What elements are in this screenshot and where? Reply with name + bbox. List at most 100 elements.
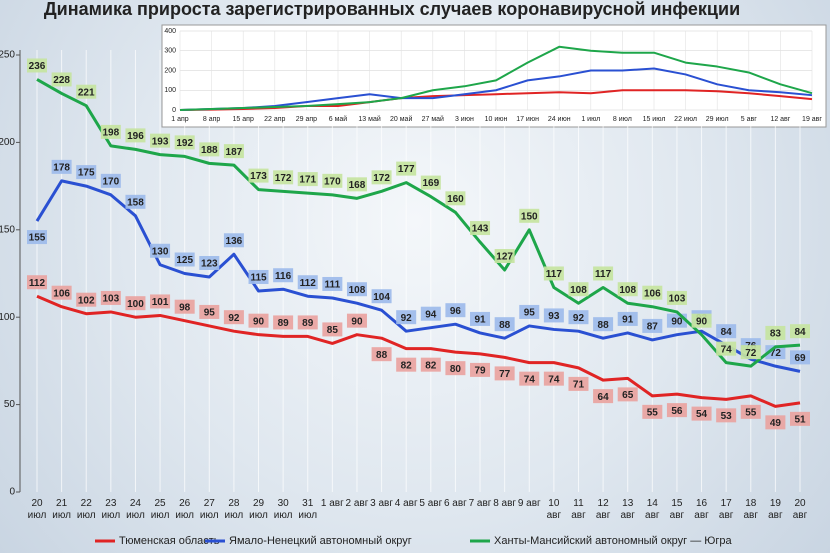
data-label-box [470,221,491,236]
x-tick-label: 1 июл [581,116,600,123]
data-label: 169 [422,178,439,189]
data-label: 85 [327,325,339,336]
x-tick-label: 15 авг [669,498,685,521]
y-tick-label: 100 [164,87,176,94]
x-tick-label: 29 июл [249,498,268,521]
data-label-box [543,266,564,281]
y-tick-label: 200 [164,67,176,74]
x-tick-label: 24 июн [548,116,571,123]
data-label: 101 [152,297,169,308]
x-tick-label: 10 июн [485,116,508,123]
data-label: 143 [472,224,489,235]
data-label-box [593,389,614,404]
data-label-box [519,208,540,223]
data-label-box [420,357,441,372]
legend-label: Тюменская область [119,535,220,547]
data-label: 95 [204,308,216,319]
x-tick-label: 17 авг [718,498,734,521]
y-tick-label: 0 [172,107,176,114]
data-label-box [346,177,367,192]
data-label: 71 [573,380,585,391]
data-label-box [765,325,786,340]
data-label-box [51,72,72,87]
data-label-box [174,299,195,314]
x-tick-label: 1 апр [171,116,189,123]
data-label: 117 [546,269,563,280]
data-label: 177 [398,164,415,175]
data-label-box [150,133,171,148]
x-tick-label: 29 апр [296,116,317,123]
data-label: 82 [401,360,413,371]
data-label-box [691,406,712,421]
data-label-box [470,362,491,377]
data-label: 155 [29,233,46,244]
data-label-box [494,249,515,264]
data-label-box [716,341,737,356]
data-label: 198 [102,128,119,139]
data-label-box [371,289,392,304]
data-label: 65 [622,390,634,401]
x-tick-label: 8 авг [493,498,517,509]
data-label: 136 [226,236,243,247]
data-label-box [27,58,47,73]
data-label: 77 [499,369,511,380]
data-label-box [76,84,97,99]
data-label-box [642,318,663,333]
y-tick-label: 100 [0,312,15,323]
data-label: 127 [496,252,513,263]
x-tick-label: 7 авг [468,498,492,509]
data-label-box [100,124,121,139]
x-tick-label: 25 июл [150,498,170,521]
x-tick-label: 16 авг [694,498,709,521]
data-label-box [100,173,121,188]
data-label: 55 [647,408,659,419]
x-tick-label: 13 авг [620,498,635,521]
x-tick-label: 1 авг [320,498,344,509]
data-label-box [543,371,564,386]
data-label: 108 [619,285,636,296]
data-label: 150 [521,211,538,222]
x-tick-label: 28 июл [224,498,244,521]
data-label: 168 [349,180,366,191]
x-tick-label: 15 апр [233,116,254,123]
x-tick-label: 30 июл [273,498,293,521]
data-label: 80 [450,364,462,375]
data-label-box [568,376,589,391]
x-tick-label: 27 июл [199,498,219,521]
data-label-box [150,243,171,258]
data-label-box [420,175,441,190]
data-label: 89 [278,318,290,329]
data-label: 112 [29,278,46,289]
data-label-box [174,135,195,150]
data-label: 83 [770,329,782,340]
data-label: 91 [622,315,634,326]
x-tick-label: 27 май [422,115,444,123]
x-tick-label: 20 июл [27,498,47,521]
data-label: 221 [78,87,95,98]
x-tick-label: 20 май [390,115,412,123]
data-label-box [322,173,343,188]
x-tick-label: 22 июл [674,116,697,123]
data-label-box [790,411,810,426]
data-label-box [666,290,687,305]
data-label-box [543,308,564,323]
x-tick-label: 23 июл [101,498,121,521]
data-label: 173 [250,171,267,182]
data-label-box [346,313,367,328]
data-label: 158 [127,197,144,208]
data-label-box [420,306,441,321]
data-label-box [297,315,318,330]
data-label: 100 [127,299,144,310]
data-label: 87 [647,322,659,333]
data-label: 104 [373,292,390,303]
x-tick-label: 19 авг [768,498,783,521]
x-tick-label: 12 авг [595,498,611,521]
data-label: 74 [721,344,733,355]
data-label: 54 [696,409,708,420]
data-label: 106 [53,288,70,299]
x-tick-label: 8 апр [203,116,221,123]
data-label-box [125,128,146,143]
series-line [35,179,801,373]
data-label: 188 [201,145,218,156]
